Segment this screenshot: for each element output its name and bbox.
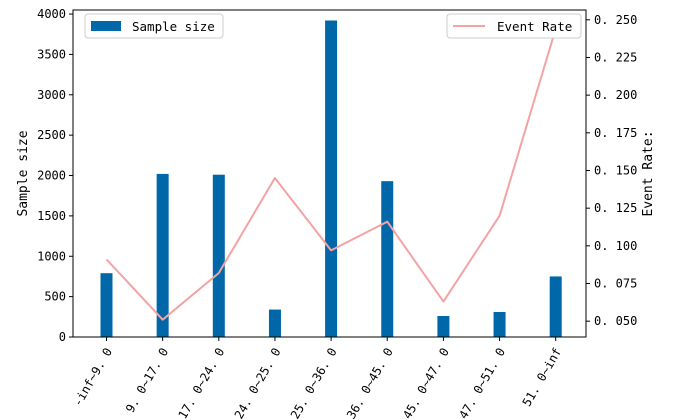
legend-event-rate-label: Event Rate xyxy=(497,19,572,34)
y-tick-label-3: 1500 xyxy=(37,209,66,223)
bar-4 xyxy=(325,20,338,337)
legend-sample-size-label: Sample size xyxy=(132,19,215,34)
y-tick-label-5: 2500 xyxy=(37,128,66,142)
legend-event-rate-frame xyxy=(446,13,582,39)
x-tick-label-5: 36. 0~45. 0 xyxy=(344,346,396,420)
bar-3 xyxy=(268,309,281,337)
left-axis-title: Sample size xyxy=(16,130,31,216)
legend-sample-size: Sample size xyxy=(84,13,224,39)
y2-tick-label-1: 0. 075 xyxy=(594,277,637,291)
y-tick-label-7: 3500 xyxy=(37,47,66,61)
y2-tick-label-2: 0. 100 xyxy=(594,239,637,253)
x-axis-ticks: -inf~9. 0 9. 0~17. 0 17. 0~24. 0 24. 0~25. … xyxy=(70,337,564,420)
x-tick-label-8: 51. 0~inf xyxy=(520,346,565,409)
x-tick-label-6: 45. 0~47. 0 xyxy=(400,346,452,420)
right-axis-ticks: 0. 050 0. 075 0. 100 0. 125 0. 150 0. 175 0. 2… xyxy=(586,13,637,328)
y2-tick-label-6: 0. 200 xyxy=(594,88,637,102)
y2-tick-label-3: 0. 125 xyxy=(594,201,637,215)
legend-sample-size-frame xyxy=(84,13,224,39)
bar-8 xyxy=(549,276,562,337)
x-tick-label-0: -inf~9. 0 xyxy=(70,346,115,409)
right-axis-title: Event Rate: xyxy=(641,130,656,216)
bar-5 xyxy=(381,181,394,337)
x-tick-label-1: 9. 0~17. 0 xyxy=(123,346,171,416)
y-tick-label-6: 3000 xyxy=(37,88,66,102)
left-axis-ticks: 0 500 1000 1500 2000 2500 3000 3500 4000 xyxy=(37,7,73,344)
bar-1 xyxy=(156,173,169,337)
x-tick-label-7: 47. 0~51. 0 xyxy=(456,346,508,420)
y2-tick-label-7: 0. 225 xyxy=(594,50,637,64)
y-tick-label-4: 2000 xyxy=(37,169,66,183)
y2-tick-label-4: 0. 150 xyxy=(594,163,637,177)
bar-6 xyxy=(437,316,450,337)
y-tick-label-2: 1000 xyxy=(37,249,66,263)
bar-2 xyxy=(212,174,225,337)
bars-group xyxy=(100,20,562,337)
plot-frame xyxy=(72,9,587,338)
y-tick-label-0: 0 xyxy=(59,330,66,344)
event-rate-line-group xyxy=(105,28,557,321)
y2-tick-label-8: 0. 250 xyxy=(594,13,637,27)
y2-tick-label-0: 0. 050 xyxy=(594,314,637,328)
x-tick-label-2: 17. 0~24. 0 xyxy=(176,346,228,420)
bar-0 xyxy=(100,273,113,337)
x-tick-label-4: 25. 0~36. 0 xyxy=(288,346,340,420)
legend-event-rate: Event Rate xyxy=(446,13,582,39)
y2-tick-label-5: 0. 175 xyxy=(594,126,637,140)
event-rate-line xyxy=(105,28,557,321)
legend-sample-size-swatch xyxy=(91,21,121,31)
bar-7 xyxy=(493,311,506,337)
x-tick-label-3: 24. 0~25. 0 xyxy=(232,346,284,420)
y-tick-label-8: 4000 xyxy=(37,7,66,21)
y-tick-label-1: 500 xyxy=(44,290,66,304)
